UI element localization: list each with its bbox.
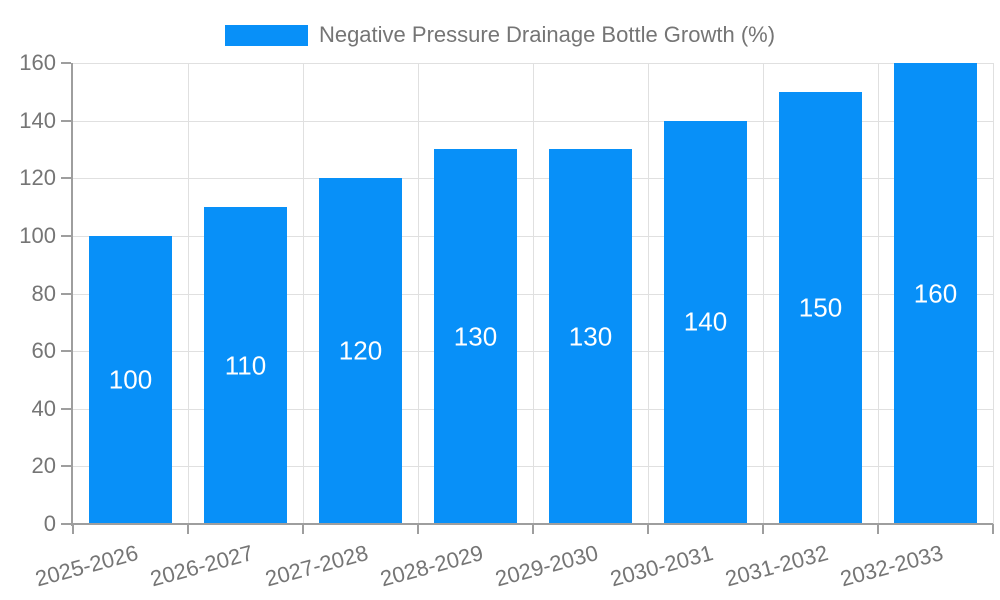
chart-legend[interactable]: Negative Pressure Drainage Bottle Growth… — [0, 22, 1000, 48]
y-axis-label: 60 — [31, 338, 56, 364]
x-gridline — [763, 63, 764, 524]
bar-value-label: 150 — [798, 292, 843, 323]
x-gridline — [303, 63, 304, 524]
y-axis-tick — [61, 350, 71, 353]
bar-value-label: 140 — [683, 306, 728, 337]
bar-value-label: 120 — [338, 335, 383, 366]
bar-value-label: 160 — [913, 278, 958, 308]
x-axis-label: 2031-2032 — [722, 540, 831, 592]
y-axis-line — [71, 63, 73, 526]
y-axis-label: 0 — [43, 511, 56, 536]
bar[interactable]: 130 — [549, 149, 632, 524]
y-axis-tick — [61, 407, 71, 410]
x-axis-tick — [532, 524, 534, 534]
bar[interactable]: 130 — [434, 149, 517, 524]
x-gridline — [993, 63, 994, 524]
bar-value-label: 130 — [453, 321, 498, 352]
bar[interactable]: 140 — [664, 120, 747, 524]
y-axis-label: 160 — [19, 50, 56, 75]
y-axis-tick — [61, 292, 71, 295]
x-axis-tick — [647, 524, 649, 534]
y-axis-label: 100 — [19, 222, 56, 248]
legend-label: Negative Pressure Drainage Bottle Growth… — [318, 22, 776, 47]
bar[interactable]: 160 — [894, 63, 977, 524]
x-axis-label: 2025-2026 — [32, 540, 141, 592]
legend-swatch — [224, 24, 308, 46]
y-axis-tick — [61, 119, 71, 122]
bar[interactable]: 100 — [89, 235, 172, 524]
y-axis-label: 120 — [19, 165, 56, 191]
y-axis-label: 80 — [31, 280, 56, 306]
y-axis-label: 40 — [31, 395, 56, 421]
x-axis-label: 2030-2031 — [607, 540, 716, 592]
x-gridline — [648, 63, 649, 524]
bar-value-label: 100 — [108, 364, 153, 395]
x-axis-label: 2032-2033 — [837, 540, 946, 592]
bar-value-label: 130 — [568, 321, 613, 352]
y-axis-tick — [61, 234, 71, 237]
bar-value-label: 110 — [224, 350, 267, 381]
y-axis-tick — [61, 465, 71, 468]
x-axis-tick — [302, 524, 304, 534]
y-axis-tick — [61, 62, 71, 64]
y-axis-label: 140 — [19, 107, 56, 133]
x-axis-tick — [187, 524, 189, 534]
x-axis-label: 2029-2030 — [492, 540, 601, 592]
x-axis-tick — [877, 524, 879, 534]
bar[interactable]: 110 — [204, 207, 287, 524]
y-axis-tick — [61, 523, 71, 525]
x-axis-label: 2027-2028 — [262, 540, 371, 592]
x-axis-label: 2026-2027 — [147, 540, 256, 592]
x-axis-tick — [72, 524, 74, 534]
x-axis-label: 2028-2029 — [377, 540, 486, 592]
x-axis-tick — [992, 524, 994, 534]
x-axis-tick — [762, 524, 764, 534]
x-gridline — [418, 63, 419, 524]
y-axis-label: 20 — [31, 453, 56, 479]
x-gridline — [188, 63, 189, 524]
bar[interactable]: 120 — [319, 178, 402, 524]
bar[interactable]: 150 — [779, 91, 862, 524]
x-gridline — [533, 63, 534, 524]
x-axis-tick — [417, 524, 419, 534]
y-axis-tick — [61, 177, 71, 180]
x-gridline — [878, 63, 879, 524]
